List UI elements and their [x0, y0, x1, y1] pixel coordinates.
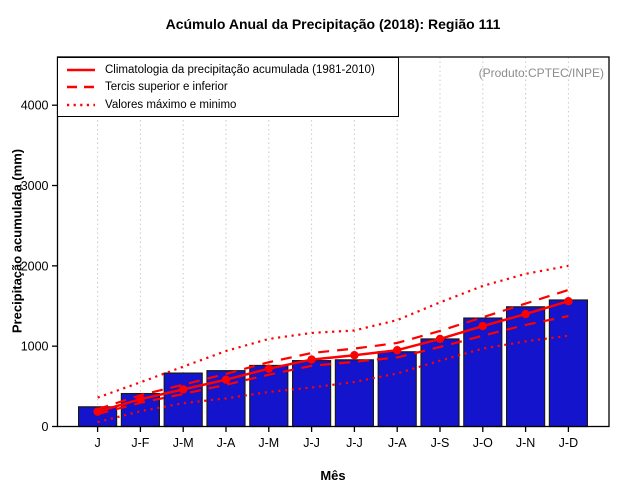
legend-label-maxmin: Valores máximo e minimo	[105, 98, 237, 111]
series-line	[97, 264, 569, 399]
solid-line-icon	[67, 68, 95, 71]
bar-J-J	[292, 360, 332, 428]
x-tick-label: J-D	[559, 436, 578, 450]
bar-J-N	[506, 306, 546, 428]
y-tick-label: 2000	[21, 259, 49, 273]
climatology-point	[93, 407, 102, 416]
climatology-point	[264, 364, 273, 373]
product-source-label: (Produto:CPTEC/INPE)	[478, 66, 604, 80]
x-tick-label: J-N	[516, 436, 535, 450]
x-tick-label: J-M	[173, 436, 194, 450]
x-tick-label: J-O	[473, 436, 493, 450]
series-line	[97, 314, 569, 416]
gridlines-group	[97, 57, 569, 427]
bar-J-A	[377, 351, 417, 428]
x-tick-label: J-J	[303, 436, 320, 450]
lines-group	[97, 264, 569, 424]
climatology-point	[564, 296, 573, 306]
legend-item-maxmin: Valores máximo e minimo	[66, 97, 392, 113]
y-tick-label: 3000	[21, 179, 49, 193]
legend-label-terciles: Tercis superior e inferior	[105, 81, 228, 93]
axes-group: 0 1000 2000 3000 4000 J J-F J-M J-A J-M J-J J-J J-A J…	[21, 99, 578, 450]
x-tick-label: J-J	[346, 436, 363, 450]
legend: Climatologia da precipitação acumulada (…	[57, 57, 399, 117]
y-tick-label: 1000	[21, 340, 49, 354]
legend-item-terciles: Tercis superior e inferior	[66, 79, 392, 95]
x-axis-title: Mês	[320, 468, 346, 483]
series-line	[97, 299, 569, 413]
climatology-point	[350, 351, 359, 360]
climatology-point	[393, 345, 402, 355]
climatology-point	[179, 385, 188, 394]
climatology-point	[521, 309, 530, 319]
dotted-line-icon	[67, 103, 95, 106]
chart-title: Acúmulo Anual da Precipitação (2018): Re…	[165, 16, 501, 32]
climatology-point	[221, 375, 231, 384]
y-tick-label: 4000	[21, 99, 49, 113]
x-tick-label: J-S	[431, 436, 450, 450]
legend-label-climatology: Climatologia da precipitação acumulada (…	[105, 63, 375, 76]
bar-J-O	[463, 317, 503, 428]
x-tick-label: J-M	[258, 436, 279, 450]
x-tick-label: J-A	[217, 436, 236, 450]
y-axis-title: Precipitação acumulada (mm)	[9, 148, 25, 334]
bar-J-J	[334, 359, 374, 428]
x-tick-label: J-A	[388, 436, 407, 450]
dashed-line-icon	[67, 85, 95, 89]
climatology-point	[136, 394, 145, 404]
x-tick-label: J	[94, 436, 100, 450]
x-tick-label: J-F	[131, 436, 149, 450]
markers-group	[93, 296, 573, 416]
series-line	[97, 288, 569, 411]
climatology-point	[307, 355, 316, 364]
bar-J-D	[548, 299, 589, 428]
bar-J-S	[420, 338, 460, 428]
y-tick-label: 0	[42, 420, 49, 434]
legend-item-climatology: Climatologia da precipitação acumulada (…	[66, 62, 392, 78]
climatology-point	[435, 334, 445, 344]
series-line	[97, 334, 569, 424]
climatology-point	[478, 321, 487, 331]
